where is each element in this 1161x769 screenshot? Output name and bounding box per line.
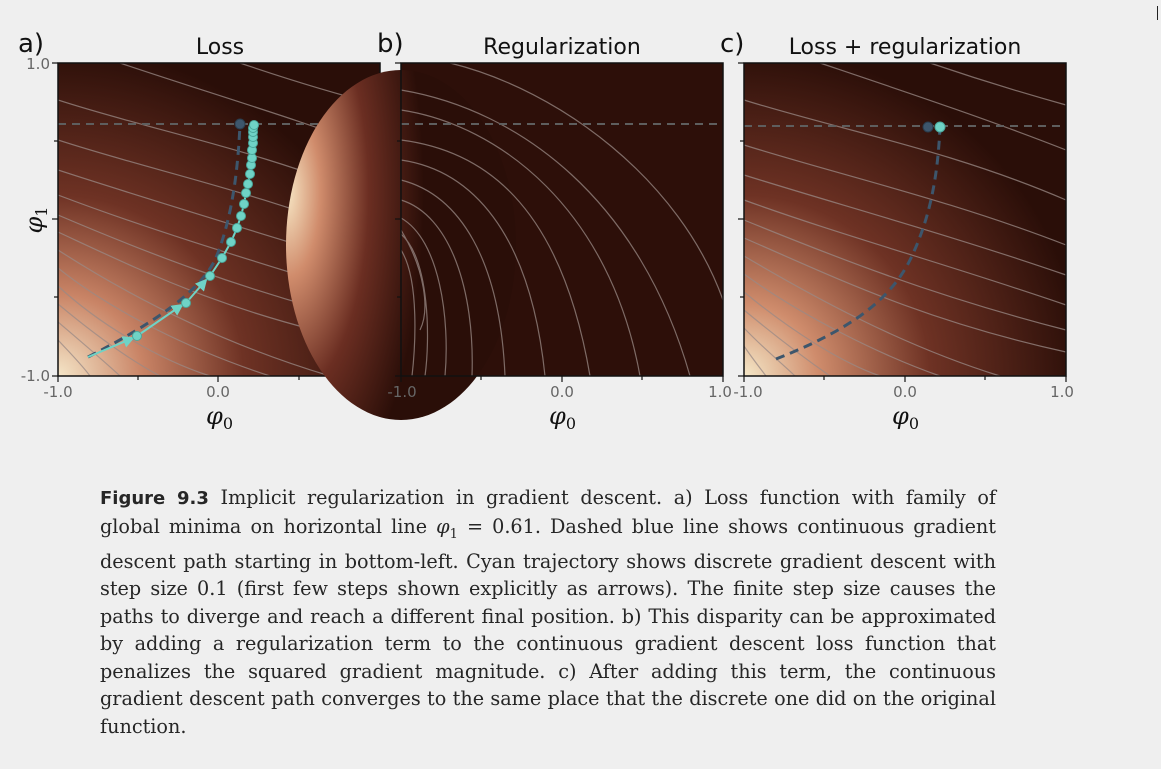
trajectory-point — [236, 211, 246, 221]
panel-c-title: Loss + regularization — [789, 35, 1022, 60]
panel-a-title: Loss — [196, 35, 244, 60]
figure-9-3: a) Loss — [18, 29, 1074, 433]
caption-math-rest: = 0.61 — [457, 514, 535, 538]
caption-math-sub: 1 — [449, 526, 458, 542]
panel-b-xtick-max: 1.0 — [708, 383, 732, 401]
trajectory-point — [226, 237, 236, 247]
panel-a-ticks — [52, 62, 381, 382]
panel-a-ylabel: φ1 — [20, 207, 51, 234]
trajectory-point — [239, 199, 249, 209]
panel-b-xlabel: φ0 — [549, 402, 576, 433]
panel-b-xtick-mid: 0.0 — [550, 383, 574, 401]
panel-c-xtick-min: -1.0 — [733, 383, 762, 401]
panel-a-xtick-min: -1.0 — [43, 383, 72, 401]
caption-text-part1: Implicit regularization in gradient desc… — [100, 486, 997, 538]
step-arrow — [136, 303, 184, 337]
panel-b-contours — [400, 62, 724, 377]
caption-math-var: φ — [436, 514, 450, 538]
trajectory-point — [243, 179, 253, 189]
panel-c-contours — [743, 62, 1067, 377]
trajectory-point — [132, 331, 142, 341]
panel-b-title: Regularization — [483, 35, 641, 60]
panel-c-xtick-mid: 0.0 — [893, 383, 917, 401]
trajectory-point — [181, 298, 191, 308]
panel-c-ticks — [738, 62, 1067, 382]
panel-c-original-endpoint — [922, 121, 934, 133]
panel-c-xlabel: φ0 — [892, 402, 919, 433]
panel-c-continuous-path — [775, 126, 942, 361]
panel-a-continuous-path — [87, 123, 242, 359]
panel-b: b) Regularization -1.0 0.0 1.0 φ0 — [286, 29, 732, 433]
panel-a-xtick-mid: 0.0 — [206, 383, 230, 401]
panel-a-discrete-trajectory — [87, 120, 259, 358]
trajectory-point — [232, 223, 242, 233]
trajectory-final-point — [249, 120, 259, 130]
panel-a-continuous-endpoint — [234, 118, 246, 130]
panel-c-regularized-endpoint — [934, 121, 946, 133]
caption-label: Figure 9.3 — [100, 488, 209, 509]
panel-c: c) Loss + regularization -1.0 — [720, 29, 1074, 433]
caption-text-part2: . Dashed blue line shows continuous grad… — [100, 514, 997, 738]
trajectory-point — [241, 188, 251, 198]
figure-caption: Figure 9.3 Implicit regularization in gr… — [100, 484, 996, 740]
panel-c-letter: c) — [720, 29, 744, 59]
trajectory-point — [245, 169, 255, 179]
trajectory-point — [217, 253, 227, 263]
trajectory-point — [205, 271, 215, 281]
panel-a-letter: a) — [18, 29, 44, 59]
panel-b-xtick-min: -1.0 — [387, 383, 416, 401]
panel-a-ytick-min: -1.0 — [21, 367, 50, 385]
step-arrow — [185, 278, 208, 304]
page-edge-mark — [1157, 6, 1158, 20]
panel-a-ytick-max: 1.0 — [26, 55, 50, 73]
panel-b-letter: b) — [377, 29, 404, 59]
panel-b-ticks — [395, 62, 724, 382]
step-arrow — [87, 336, 135, 358]
panel-a-xlabel: φ0 — [206, 402, 233, 433]
panel-c-xtick-max: 1.0 — [1050, 383, 1074, 401]
